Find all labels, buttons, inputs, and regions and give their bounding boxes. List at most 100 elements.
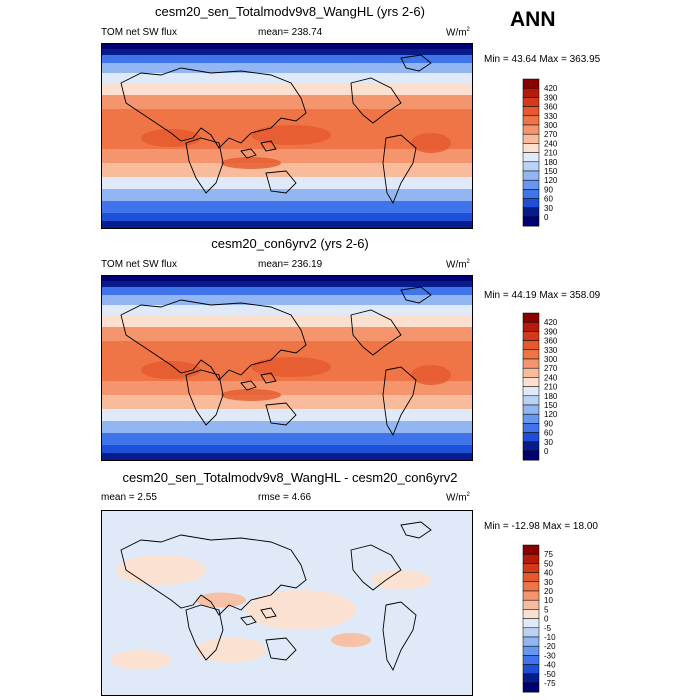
colorbar-label: 180 — [544, 158, 558, 167]
variable-label: TOM net SW flux — [101, 259, 177, 270]
colorbar-label: 150 — [544, 167, 558, 176]
colorbar-box — [522, 664, 540, 675]
map-feature — [141, 129, 201, 147]
map-band — [101, 421, 473, 433]
colorbar-label: -50 — [544, 670, 556, 679]
colorbar-box — [522, 423, 540, 433]
colorbar-label: 0 — [544, 447, 549, 456]
map-band — [101, 281, 473, 287]
map-band — [101, 315, 473, 327]
colorbar-label: 60 — [544, 429, 553, 438]
colorbar-box — [522, 609, 540, 619]
map-feature — [251, 125, 331, 145]
colorbar-box — [522, 563, 540, 573]
colorbar-label: 40 — [544, 569, 553, 578]
units-label: W/m2 — [446, 492, 470, 504]
colorbar-box — [522, 87, 540, 98]
colorbar-box — [522, 78, 540, 89]
map-feature — [196, 637, 266, 663]
map-feature — [141, 361, 201, 379]
map-feature — [411, 365, 451, 385]
colorbar-box — [522, 321, 540, 332]
min-max-label: Min = 43.64 Max = 363.95 — [484, 54, 601, 65]
colorbar-box — [522, 553, 540, 564]
coastline — [260, 607, 277, 619]
map-border — [101, 510, 473, 696]
map-feature — [116, 555, 206, 585]
colorbar-label: 240 — [544, 373, 558, 382]
panel-title: cesm20_sen_Totalmodv9v8_WangHL - cesm20_… — [122, 470, 458, 485]
coastline — [120, 534, 307, 616]
map-band — [101, 221, 473, 229]
map-band — [101, 49, 473, 55]
colorbar-box — [522, 115, 540, 126]
colorbar-box — [522, 358, 540, 369]
colorbar-box — [522, 544, 540, 555]
rmse-label: rmse = 4.66 — [258, 492, 312, 503]
map-band — [101, 381, 473, 395]
colorbar-box — [522, 133, 540, 144]
coastline — [265, 402, 297, 426]
colorbar-label: 75 — [544, 550, 553, 559]
coastline — [240, 148, 257, 159]
colorbar-label: 300 — [544, 355, 558, 364]
colorbar-label: 240 — [544, 139, 558, 148]
colorbar-box — [522, 413, 540, 424]
colorbar-box — [522, 673, 540, 684]
colorbar-label: 20 — [544, 587, 553, 596]
panel-title: cesm20_sen_Totalmodv9v8_WangHL (yrs 2-6) — [155, 4, 425, 19]
map-border — [101, 43, 473, 229]
colorbar-box — [522, 97, 540, 107]
colorbar-box — [522, 395, 540, 406]
map-band — [101, 189, 473, 201]
colorbar-box — [522, 636, 540, 647]
colorbar-box — [522, 682, 540, 693]
colorbar-box — [522, 581, 540, 592]
coastline — [382, 366, 417, 437]
colorbar-box — [522, 645, 540, 656]
coastline — [400, 286, 432, 304]
map-band — [101, 213, 473, 221]
map-band — [101, 73, 473, 83]
colorbar-box — [522, 618, 540, 629]
colorbar-label: -75 — [544, 679, 556, 688]
map-band — [101, 295, 473, 305]
colorbar-label: 60 — [544, 195, 553, 204]
colorbar-box — [522, 655, 540, 665]
coastline — [265, 637, 297, 661]
colorbar-box — [522, 312, 540, 323]
colorbar-label: 390 — [544, 93, 558, 102]
colorbar-box — [522, 441, 540, 452]
colorbar-label: 420 — [544, 318, 558, 327]
map-feature — [111, 650, 171, 670]
coastline — [265, 170, 297, 194]
coastline — [260, 372, 277, 384]
colorbar-box — [522, 124, 540, 135]
colorbar-box — [522, 331, 540, 341]
map-feature — [196, 592, 246, 608]
map-band — [101, 83, 473, 95]
colorbar-box — [522, 349, 540, 360]
map-band — [101, 395, 473, 409]
colorbar-box — [522, 198, 540, 209]
colorbar-box — [522, 599, 540, 610]
colorbar-box — [522, 404, 540, 415]
map-feature — [221, 157, 281, 169]
colorbar-label: 0 — [544, 213, 549, 222]
panel-title: cesm20_con6yrv2 (yrs 2-6) — [211, 236, 369, 251]
map-band — [101, 275, 473, 281]
min-max-label: Min = 44.19 Max = 358.09 — [484, 290, 601, 301]
mean-label: mean = 2.55 — [101, 492, 157, 503]
coastline — [400, 521, 432, 539]
map-feature — [251, 357, 331, 377]
colorbar-label: 330 — [544, 346, 558, 355]
colorbar-label: 330 — [544, 112, 558, 121]
colorbar-box — [522, 627, 540, 638]
coastline — [120, 299, 307, 381]
map-plot — [101, 43, 473, 229]
units-label: W/m2 — [446, 27, 470, 39]
map-band — [101, 163, 473, 177]
